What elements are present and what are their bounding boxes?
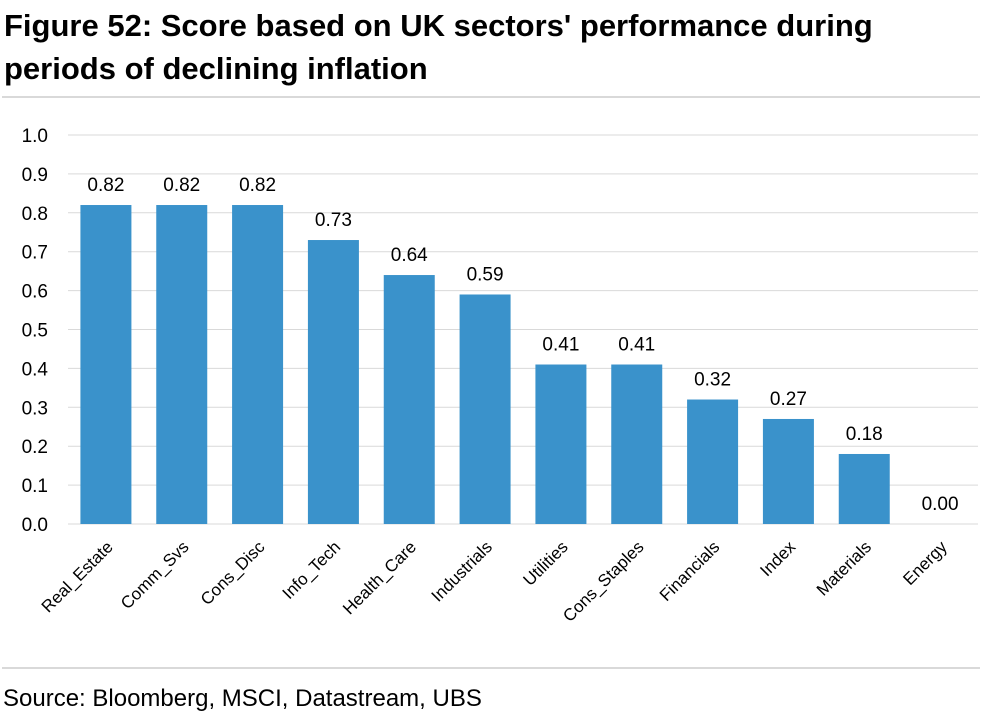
top-divider xyxy=(2,96,980,98)
data-label: 0.73 xyxy=(315,210,352,231)
y-tick-label: 0.3 xyxy=(22,398,48,419)
data-labels: 0.82 0.82 0.82 0.73 0.64 0.59 0.41 0.41 0.32 0.27… xyxy=(87,175,958,515)
bar xyxy=(459,294,511,524)
chart-title: Figure 52: Score based on UK sectors' pe… xyxy=(4,8,873,86)
x-tick-label: Cons_Disc xyxy=(197,537,269,609)
x-tick-label: Real_Estate xyxy=(38,537,117,616)
x-tick-label: Materials xyxy=(813,537,875,599)
x-tick-label: Health_Care xyxy=(339,537,420,618)
y-tick-label: 0.4 xyxy=(22,359,49,380)
data-label: 0.82 xyxy=(163,175,200,196)
y-tick-label: 0.2 xyxy=(22,437,48,458)
x-tick-label: Cons_Staples xyxy=(559,537,647,625)
bar xyxy=(307,240,359,524)
data-label: 0.59 xyxy=(467,264,504,285)
x-tick-label: Info_Tech xyxy=(279,537,345,603)
x-tick-label: Financials xyxy=(656,537,724,605)
source-note: Source: Bloomberg, MSCI, Datastream, UBS xyxy=(3,685,482,712)
bar xyxy=(838,453,890,524)
y-tick-label: 0.1 xyxy=(22,476,48,497)
x-tick-label: Index xyxy=(756,537,799,580)
data-label: 0.18 xyxy=(846,424,883,445)
data-label: 0.41 xyxy=(542,335,579,356)
bar xyxy=(232,205,284,524)
bar-chart: 0.00.10.20.30.40.50.60.70.80.91.0 0.82 0.… xyxy=(22,126,978,626)
y-tick-label: 0.9 xyxy=(22,165,48,186)
bar xyxy=(611,364,663,524)
y-tick-label: 0.5 xyxy=(22,321,48,342)
bar xyxy=(383,275,435,524)
x-tick-label: Energy xyxy=(899,537,951,589)
x-tick-label: Utilities xyxy=(520,537,572,589)
x-tick-label: Comm_Svs xyxy=(117,537,193,613)
data-label: 0.41 xyxy=(618,335,655,356)
bar xyxy=(80,205,132,524)
y-tick-label: 0.7 xyxy=(22,243,48,264)
y-tick-label: 0.8 xyxy=(22,204,48,225)
y-axis: 0.0 0.1 0.2 0.3 0.4 0.5 0.6 0.7 0.8 0.9 1.0 xyxy=(22,126,49,536)
gridlines xyxy=(68,134,978,525)
bar xyxy=(156,205,208,524)
data-label: 0.82 xyxy=(87,175,124,196)
data-label: 0.32 xyxy=(694,370,731,391)
bar xyxy=(535,364,587,524)
bars xyxy=(80,205,890,524)
data-label: 0.00 xyxy=(922,494,959,515)
bar xyxy=(762,418,814,524)
data-label: 0.27 xyxy=(770,389,807,410)
data-label: 0.64 xyxy=(391,245,428,266)
x-tick-label: Industrials xyxy=(428,537,496,605)
data-label: 0.82 xyxy=(239,175,276,196)
x-axis: Real_Estate Comm_Svs Cons_Disc Info_TechHea… xyxy=(38,537,951,626)
bar xyxy=(687,399,739,524)
y-tick-label: 0.0 xyxy=(22,515,48,536)
y-tick-label: 1.0 xyxy=(22,126,48,147)
y-tick-label: 0.6 xyxy=(22,282,48,303)
bottom-divider xyxy=(2,667,980,669)
